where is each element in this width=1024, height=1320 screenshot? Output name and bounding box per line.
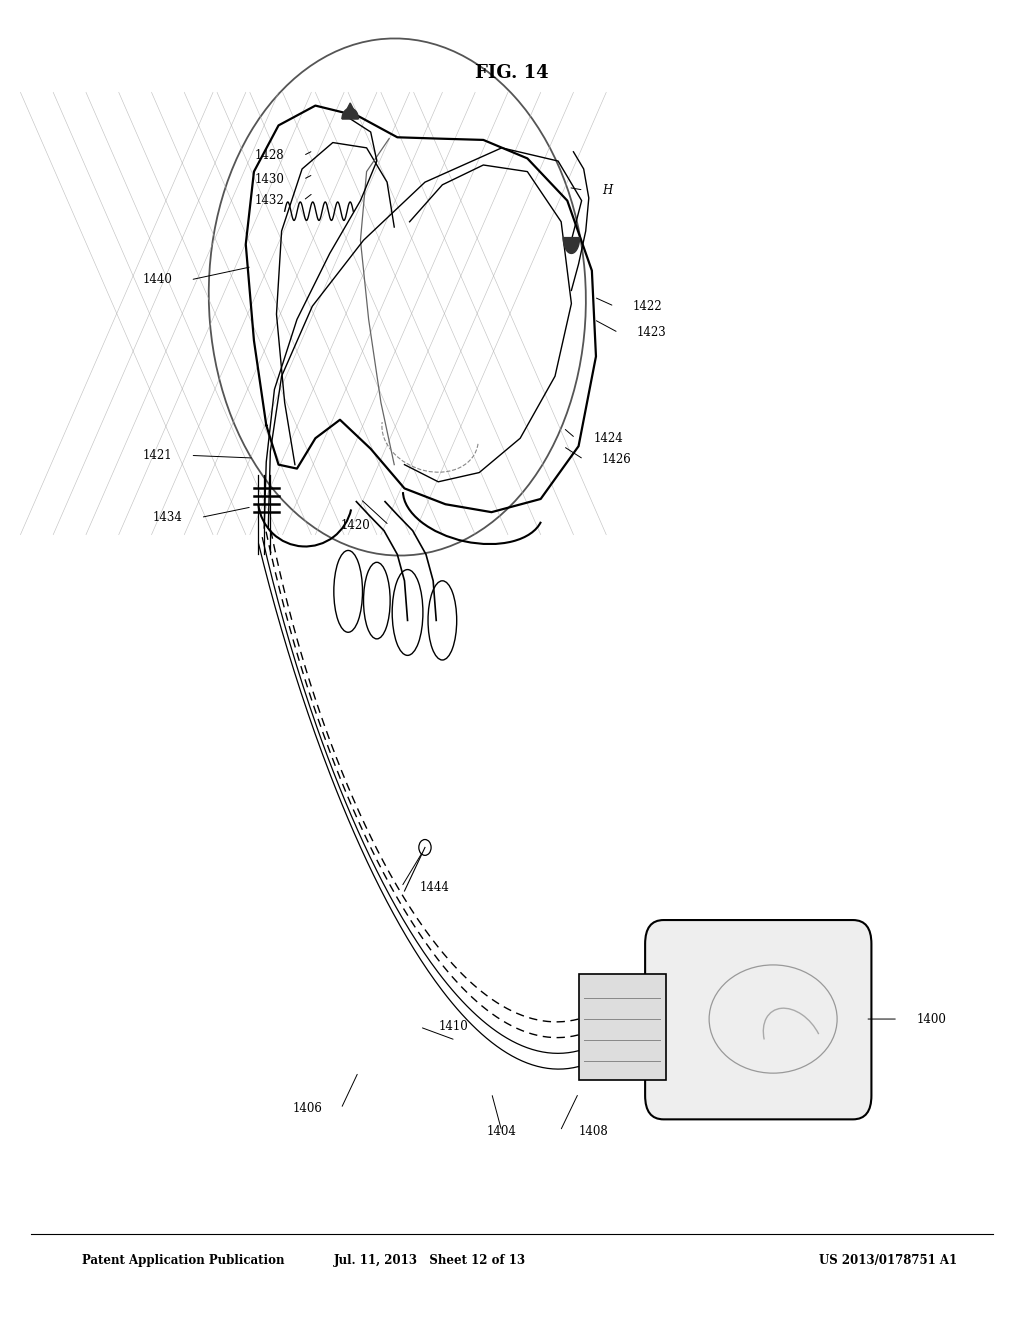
Text: 1423: 1423	[637, 326, 667, 339]
Text: 1434: 1434	[153, 511, 182, 524]
Text: 1422: 1422	[633, 300, 663, 313]
Text: FIG. 14: FIG. 14	[475, 63, 549, 82]
Ellipse shape	[428, 581, 457, 660]
Text: 1428: 1428	[255, 149, 285, 162]
Text: 1444: 1444	[420, 880, 450, 894]
Text: 1420: 1420	[341, 519, 371, 532]
FancyBboxPatch shape	[645, 920, 871, 1119]
Text: 1410: 1410	[438, 1020, 468, 1034]
Text: 1430: 1430	[255, 173, 285, 186]
Text: Jul. 11, 2013   Sheet 12 of 13: Jul. 11, 2013 Sheet 12 of 13	[334, 1254, 526, 1267]
Text: 1432: 1432	[255, 194, 285, 207]
Polygon shape	[563, 238, 580, 253]
Text: 1406: 1406	[293, 1102, 323, 1115]
Text: 1421: 1421	[142, 449, 172, 462]
Text: 1440: 1440	[142, 273, 172, 286]
Polygon shape	[342, 108, 358, 119]
Polygon shape	[342, 103, 358, 119]
Text: 1424: 1424	[594, 432, 624, 445]
Text: H: H	[602, 183, 612, 197]
Ellipse shape	[364, 562, 390, 639]
Bar	[579, 974, 666, 1080]
Ellipse shape	[334, 550, 362, 632]
Text: US 2013/0178751 A1: US 2013/0178751 A1	[819, 1254, 957, 1267]
Ellipse shape	[392, 570, 423, 655]
Text: 1426: 1426	[602, 453, 632, 466]
Text: 1400: 1400	[916, 1012, 946, 1026]
Text: 1404: 1404	[486, 1125, 517, 1138]
Text: Patent Application Publication: Patent Application Publication	[82, 1254, 285, 1267]
Text: 1408: 1408	[579, 1125, 608, 1138]
